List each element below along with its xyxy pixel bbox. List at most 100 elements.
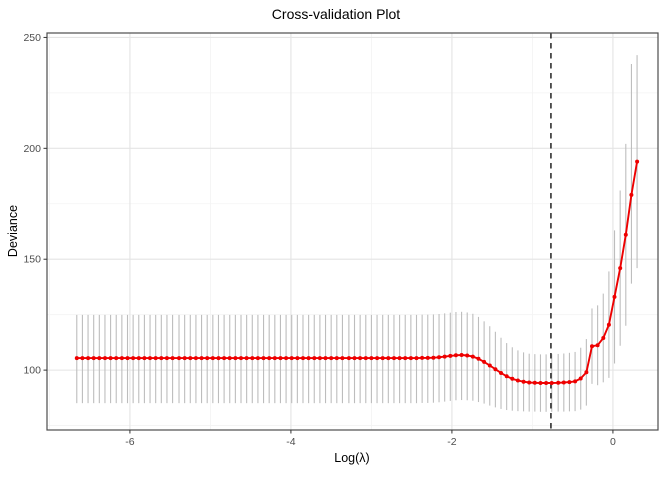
- cv-point: [131, 356, 136, 361]
- cv-point: [453, 353, 458, 358]
- cv-point: [420, 355, 425, 360]
- cv-point: [465, 353, 470, 358]
- cv-point: [177, 356, 181, 361]
- y-axis-title: Deviance: [6, 204, 20, 258]
- cv-point: [159, 356, 164, 361]
- cv-point: [358, 356, 363, 361]
- cv-point: [80, 356, 85, 361]
- x-tick-label: -2: [447, 436, 456, 448]
- cv-point: [635, 159, 640, 164]
- cv-point: [392, 356, 396, 361]
- cv-point: [210, 356, 215, 361]
- cv-point: [623, 232, 628, 237]
- x-axis-title: Log(λ): [334, 451, 370, 465]
- cv-point: [487, 363, 492, 368]
- cv-point: [549, 381, 554, 385]
- cv-point: [205, 356, 210, 361]
- cv-point: [532, 380, 537, 385]
- cv-point: [538, 381, 543, 385]
- cv-point: [216, 356, 221, 361]
- cv-point: [380, 356, 385, 361]
- cv-point: [527, 380, 532, 385]
- cv-point: [233, 356, 238, 361]
- cv-point: [153, 356, 158, 361]
- cv-point: [97, 356, 102, 361]
- cv-point: [306, 356, 311, 361]
- cv-point: [448, 353, 453, 358]
- cv-point: [414, 356, 419, 361]
- y-tick-label: 250: [23, 32, 41, 44]
- cv-point: [295, 356, 300, 361]
- cv-point: [86, 356, 91, 361]
- cv-point: [119, 356, 124, 361]
- cv-point: [261, 356, 266, 361]
- y-tick-label: 100: [23, 365, 41, 377]
- cv-point: [470, 354, 475, 359]
- cv-point: [108, 356, 113, 361]
- x-tick-label: -4: [286, 436, 295, 448]
- cv-point: [227, 356, 232, 361]
- cv-point: [482, 359, 487, 364]
- cv-point: [239, 356, 243, 361]
- cv-point: [142, 356, 147, 361]
- cv-point: [170, 356, 175, 361]
- panel-border: [46, 32, 659, 431]
- cv-point: [601, 336, 606, 340]
- cv-point: [340, 356, 345, 361]
- cv-point: [148, 356, 152, 361]
- cv-point: [590, 344, 594, 349]
- cv-point: [612, 294, 617, 299]
- y-tick-label: 150: [23, 254, 41, 266]
- cv-point: [278, 356, 283, 361]
- cv-point: [244, 356, 249, 361]
- cv-point: [103, 356, 107, 361]
- cv-point: [493, 367, 498, 372]
- cv-point: [425, 355, 430, 360]
- cv-point: [114, 356, 119, 361]
- cv-point: [250, 356, 255, 361]
- panel-background: [47, 33, 658, 430]
- cv-point: [182, 356, 187, 361]
- cv-point: [74, 356, 79, 361]
- cv-point: [573, 379, 578, 384]
- cv-point: [499, 371, 503, 375]
- cv-point: [199, 356, 204, 361]
- cv-point: [437, 355, 441, 360]
- cv-point: [334, 356, 339, 361]
- cv-point: [91, 356, 96, 361]
- cv-point: [289, 356, 294, 361]
- cv-point: [352, 356, 357, 361]
- cv-point: [510, 376, 515, 381]
- cv-point: [521, 379, 526, 384]
- cv-point: [188, 356, 193, 361]
- cv-point: [515, 378, 520, 383]
- cv-point: [386, 356, 391, 361]
- cv-point: [164, 356, 169, 361]
- cv-point: [504, 374, 509, 379]
- cv-point: [193, 356, 198, 361]
- chart-title: Cross-validation Plot: [271, 6, 401, 22]
- cv-point: [556, 380, 561, 385]
- cv-point: [544, 381, 549, 385]
- cv-point: [284, 356, 289, 361]
- x-tick-label: -6: [125, 436, 134, 448]
- cv-point: [459, 353, 464, 357]
- cv-point: [403, 356, 408, 361]
- cv-point: [317, 356, 322, 361]
- cv-point: [476, 356, 481, 361]
- cv-point: [267, 356, 272, 361]
- cv-point: [272, 356, 277, 361]
- cv-point: [606, 322, 611, 327]
- cv-point: [375, 356, 380, 361]
- cv-point: [136, 356, 141, 361]
- x-tick-label: 0: [610, 436, 616, 448]
- cv-point: [431, 355, 436, 360]
- cv-point: [346, 356, 351, 361]
- cv-point: [222, 356, 227, 361]
- cv-curve-line: [76, 161, 639, 384]
- cv-point: [442, 354, 447, 359]
- cv-point: [255, 356, 260, 361]
- cv-point: [312, 356, 317, 361]
